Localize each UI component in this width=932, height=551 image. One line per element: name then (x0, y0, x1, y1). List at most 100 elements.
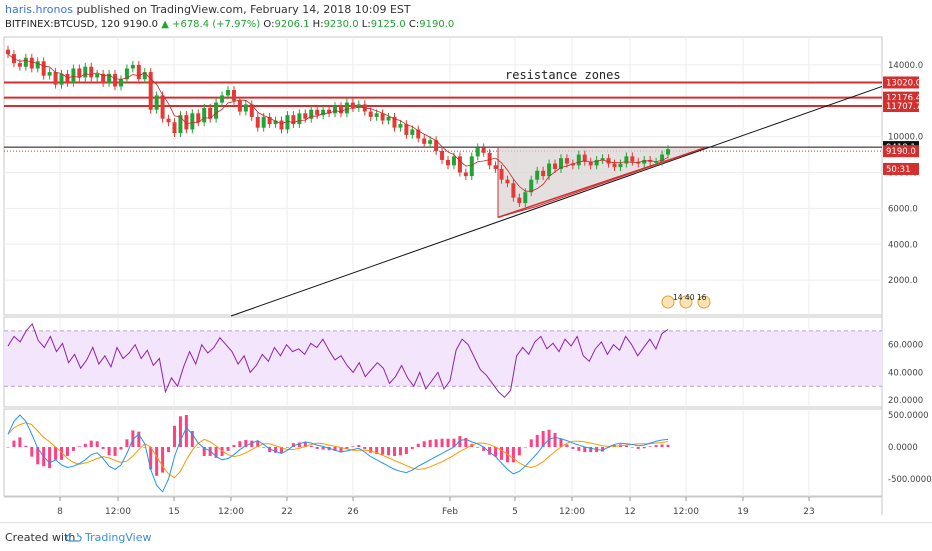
macd-histogram-bar (119, 447, 123, 450)
macd-histogram-bar (571, 447, 575, 449)
candle-body (83, 66, 88, 78)
candle-body (511, 183, 516, 198)
candle-body (243, 104, 248, 112)
macd-histogram-bar (232, 445, 236, 447)
macd-histogram-bar (339, 447, 343, 452)
candle-body (309, 109, 314, 119)
event-badge-text: 14 40 16 (673, 293, 707, 302)
close-label: C: (408, 19, 420, 30)
macd-histogram-bar (18, 437, 22, 447)
macd-histogram-bar (398, 447, 402, 456)
macd-histogram-bar (601, 447, 605, 452)
pane-frame-0 (3, 36, 883, 316)
x-tick-label: 12 (624, 507, 635, 517)
macd-histogram-bar (125, 439, 129, 447)
candle-body (124, 68, 129, 80)
macd-histogram-bar (36, 447, 40, 465)
macd-histogram-bar (220, 447, 224, 456)
candle-body (130, 64, 135, 69)
macd-histogram-bar (101, 447, 105, 449)
macd-histogram-bar (660, 444, 664, 447)
macd-histogram-bar (452, 438, 456, 447)
macd-tick-label: -500.0000 (888, 475, 932, 485)
candle-body (558, 158, 563, 169)
macd-histogram-bar (155, 447, 159, 476)
macd-histogram-bar (553, 432, 557, 447)
macd-histogram-bar (48, 447, 52, 469)
macd-histogram-bar (77, 446, 81, 447)
macd-histogram-bar (666, 444, 670, 447)
y-tick-label: 10000.0 (888, 133, 923, 143)
candle-body (29, 57, 34, 69)
y-tick-label: 6000.0 (888, 204, 918, 214)
candle-body (416, 129, 421, 139)
macd-histogram-bar (654, 445, 658, 447)
candle-body (410, 129, 415, 135)
candle-body (404, 124, 409, 135)
high-label: H: (312, 19, 324, 30)
macd-histogram-bar (357, 445, 361, 447)
macd-histogram-bar (392, 447, 396, 456)
cloud-icon (66, 533, 82, 542)
candle-body (523, 192, 528, 204)
macd-histogram-bar (89, 440, 93, 447)
candle-body (23, 57, 28, 67)
candle-body (434, 140, 439, 151)
macd-histogram-bar (280, 447, 284, 453)
candle-body (220, 95, 225, 103)
macd-histogram-bar (137, 431, 141, 447)
macd-histogram-bar (446, 438, 450, 447)
macd-histogram-bar (464, 438, 468, 447)
macd-histogram-bar (345, 447, 349, 449)
y-tick-label: 14000.0 (888, 61, 923, 71)
candle-body (570, 163, 575, 166)
rsi-tick-label: 60.0000 (888, 341, 923, 351)
candle-body (350, 102, 355, 108)
price-label-box (883, 162, 919, 175)
x-tick-label: Feb (442, 507, 458, 517)
x-tick-label: 15 (168, 507, 179, 517)
candle-body (249, 104, 254, 117)
macd-histogram-bar (488, 447, 492, 455)
symbol-name: BITFINEX:BTCUSD, 120 (5, 19, 120, 30)
rsi-band (4, 330, 882, 387)
chart-canvas[interactable]: 8 12:00 15 12:00 22 26 Feb 5 12:00 12 12:00 19 23 140… (0, 0, 932, 522)
candle-body (35, 61, 40, 69)
macd-histogram-bar (387, 447, 391, 456)
candle-body (338, 106, 343, 114)
macd-histogram-bar (202, 447, 206, 456)
macd-histogram-bar (375, 447, 379, 455)
candle-body (178, 115, 183, 134)
candle-body (291, 115, 296, 125)
candle-body (463, 172, 468, 177)
x-tick-label: 23 (803, 507, 814, 517)
candle-body (190, 113, 195, 130)
candle-body (107, 73, 112, 83)
x-tick-label: 12:00 (559, 507, 585, 517)
published-text: published on TradingView.com, February 1… (76, 3, 411, 16)
candle-body (576, 154, 581, 166)
macd-histogram-bar (363, 447, 367, 449)
macd-histogram-bar (71, 447, 75, 451)
candle-body (451, 156, 456, 166)
macd-histogram-bar (250, 440, 254, 447)
rsi-tick-label: 40.0000 (888, 368, 923, 378)
candle-body (6, 49, 10, 55)
event-badge-icon (697, 295, 711, 309)
macd-histogram-bar (529, 439, 533, 447)
author-link[interactable]: haris.hronos (5, 3, 73, 16)
macd-histogram-bar (65, 447, 69, 456)
candle-body (172, 122, 177, 134)
x-tick-label: 26 (347, 507, 359, 517)
macd-histogram-bar (583, 447, 587, 453)
macd-histogram-bar (256, 441, 260, 447)
candle-body (380, 113, 385, 121)
candle-body (386, 116, 391, 121)
tradingview-logo[interactable]: TradingView (66, 531, 151, 544)
y-tick-label: 2000.0 (888, 276, 918, 286)
candle-body (327, 109, 332, 114)
price-label: 50:31 (886, 165, 911, 175)
rsi-tick-label: 20.0000 (888, 396, 923, 406)
macd-line (7, 414, 669, 493)
candle-body (588, 161, 593, 166)
